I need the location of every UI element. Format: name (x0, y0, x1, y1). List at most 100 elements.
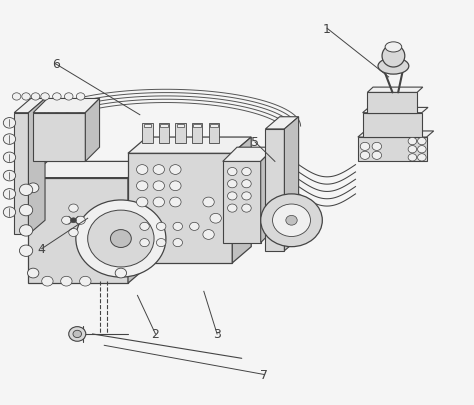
Text: 2: 2 (152, 328, 159, 341)
Circle shape (170, 165, 181, 175)
Bar (160, 124, 168, 128)
Polygon shape (33, 113, 85, 162)
Circle shape (173, 239, 182, 247)
Circle shape (27, 183, 39, 193)
Polygon shape (14, 113, 28, 235)
Ellipse shape (378, 59, 409, 75)
Circle shape (203, 230, 214, 240)
Circle shape (42, 277, 53, 286)
Polygon shape (85, 99, 100, 162)
Circle shape (372, 143, 382, 151)
Polygon shape (265, 130, 284, 251)
Circle shape (153, 165, 164, 175)
Text: 7: 7 (261, 368, 268, 381)
Circle shape (418, 146, 426, 153)
Circle shape (3, 189, 16, 200)
Circle shape (61, 277, 72, 286)
Circle shape (418, 138, 426, 145)
Polygon shape (358, 138, 427, 162)
Circle shape (360, 143, 370, 151)
Polygon shape (367, 93, 417, 113)
Circle shape (62, 217, 71, 225)
Bar (192, 124, 202, 144)
Ellipse shape (385, 43, 401, 53)
Circle shape (242, 192, 251, 200)
Polygon shape (14, 99, 45, 113)
Circle shape (228, 192, 237, 200)
Ellipse shape (382, 46, 405, 68)
Circle shape (156, 223, 166, 231)
Polygon shape (261, 148, 275, 243)
Circle shape (73, 330, 82, 338)
Bar (209, 124, 219, 144)
Circle shape (115, 269, 127, 278)
Circle shape (228, 168, 237, 176)
Circle shape (210, 214, 221, 224)
Circle shape (76, 94, 85, 101)
Text: 3: 3 (213, 328, 221, 341)
Polygon shape (367, 88, 423, 93)
Circle shape (228, 205, 237, 213)
Circle shape (372, 152, 382, 160)
Circle shape (360, 152, 370, 160)
Circle shape (242, 180, 251, 188)
Circle shape (153, 198, 164, 207)
Polygon shape (33, 99, 100, 113)
Circle shape (408, 138, 417, 145)
Circle shape (41, 94, 49, 101)
Polygon shape (28, 178, 128, 284)
Polygon shape (28, 99, 45, 235)
Circle shape (242, 205, 251, 213)
Bar (159, 124, 169, 144)
Circle shape (3, 153, 16, 163)
Circle shape (69, 327, 86, 341)
Polygon shape (128, 162, 147, 284)
Circle shape (31, 94, 40, 101)
Circle shape (80, 277, 91, 286)
Text: 4: 4 (38, 243, 46, 256)
Circle shape (286, 216, 297, 226)
Circle shape (170, 198, 181, 207)
Text: 6: 6 (52, 58, 60, 71)
Circle shape (110, 230, 131, 248)
Circle shape (53, 94, 61, 101)
Text: 1: 1 (323, 23, 331, 36)
Polygon shape (223, 148, 275, 162)
Circle shape (3, 118, 16, 129)
Polygon shape (232, 138, 251, 263)
Circle shape (19, 205, 33, 216)
Circle shape (190, 223, 199, 231)
Circle shape (3, 134, 16, 145)
Circle shape (140, 239, 149, 247)
Circle shape (137, 165, 148, 175)
Circle shape (71, 218, 76, 223)
Circle shape (137, 181, 148, 191)
Circle shape (418, 154, 426, 162)
Circle shape (3, 171, 16, 181)
Circle shape (22, 94, 30, 101)
Bar (142, 124, 153, 144)
Circle shape (273, 205, 310, 237)
Polygon shape (265, 117, 299, 130)
Bar (175, 124, 186, 144)
Polygon shape (128, 154, 232, 263)
Polygon shape (284, 117, 299, 251)
Circle shape (19, 185, 33, 196)
Polygon shape (128, 138, 251, 154)
Circle shape (88, 211, 154, 267)
Circle shape (242, 168, 251, 176)
Circle shape (69, 229, 78, 237)
Polygon shape (358, 132, 434, 138)
Bar (193, 124, 201, 128)
Circle shape (3, 207, 16, 218)
Circle shape (64, 94, 73, 101)
Circle shape (27, 269, 39, 278)
Circle shape (69, 205, 78, 213)
Polygon shape (363, 113, 422, 138)
Circle shape (140, 223, 149, 231)
Bar (177, 124, 184, 128)
Text: 5: 5 (251, 136, 259, 149)
Circle shape (19, 245, 33, 257)
Circle shape (203, 198, 214, 207)
Circle shape (76, 200, 166, 277)
